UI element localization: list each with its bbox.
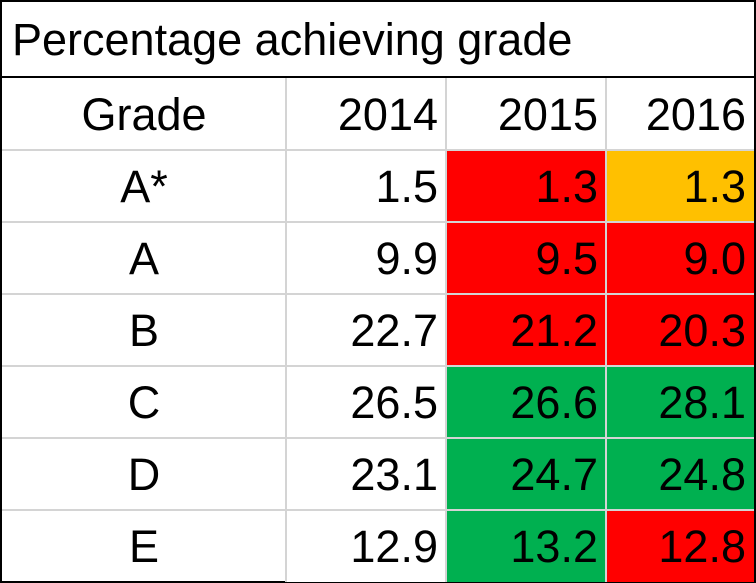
- column-divider: [445, 78, 447, 582]
- grade-label: C: [127, 376, 161, 428]
- table-cell: 23.1: [286, 438, 446, 510]
- header-year-2016: 2016: [645, 88, 746, 140]
- row-divider: [2, 149, 754, 151]
- table-cell: 9.9: [286, 222, 446, 294]
- table-cell: 1.3: [446, 150, 606, 222]
- grade-label: D: [127, 448, 161, 500]
- table-cell: 9.0: [606, 222, 754, 294]
- table-cell: 9.5: [446, 222, 606, 294]
- table-title-row: Percentage achieving grade: [2, 2, 754, 78]
- row-divider: [2, 221, 754, 223]
- table-cell: 28.1: [606, 366, 754, 438]
- grade-label: E: [128, 520, 159, 572]
- table-cell: 22.7: [286, 294, 446, 366]
- header-grade: Grade: [81, 88, 207, 140]
- grade-label: A*: [120, 160, 168, 212]
- table-cell: 20.3: [606, 294, 754, 366]
- grade-label: B: [128, 304, 159, 356]
- table-title: Percentage achieving grade: [12, 14, 573, 65]
- row-divider: [2, 293, 754, 295]
- row-divider: [2, 365, 754, 367]
- table-cell: 24.7: [446, 438, 606, 510]
- table-cell: 21.2: [446, 294, 606, 366]
- table-cell: 26.6: [446, 366, 606, 438]
- table-cell: 13.2: [446, 510, 606, 582]
- header-year-2014: 2014: [337, 88, 438, 140]
- row-divider: [2, 437, 754, 439]
- table-cell: 1.5: [286, 150, 446, 222]
- table-cell: 12.9: [286, 510, 446, 582]
- grade-label: A: [128, 232, 159, 284]
- column-divider: [605, 78, 607, 582]
- row-divider: [2, 509, 754, 511]
- table-cell: 1.3: [606, 150, 754, 222]
- table-cell: 12.8: [606, 510, 754, 582]
- column-divider: [285, 78, 287, 582]
- table-cell: 26.5: [286, 366, 446, 438]
- table-cell: 24.8: [606, 438, 754, 510]
- header-year-2015: 2015: [497, 88, 598, 140]
